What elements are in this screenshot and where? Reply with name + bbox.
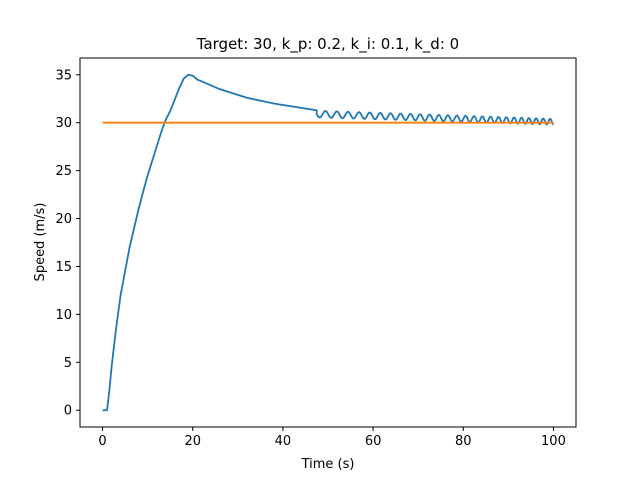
y-tick-label: 0	[64, 404, 72, 419]
x-tick-label: 40	[275, 434, 292, 449]
y-tick-label: 20	[55, 212, 72, 227]
y-tick-label: 35	[55, 68, 72, 83]
y-tick-label: 30	[55, 116, 72, 131]
y-tick-label: 15	[55, 260, 72, 275]
x-tick-label: 100	[541, 434, 566, 449]
x-tick-label: 60	[365, 434, 382, 449]
x-tick-label: 80	[455, 434, 472, 449]
y-tick-label: 25	[55, 164, 72, 179]
ticks-layer: 0 20 40 60 80 100 0 5 10 15 20 25 30 35	[55, 68, 565, 449]
y-tick-label: 10	[55, 308, 72, 323]
axes-frame	[79, 57, 577, 428]
series-layer	[102, 73, 555, 412]
chart-title: Target: 30, k_p: 0.2, k_i: 0.1, k_d: 0	[196, 35, 459, 54]
y-axis-label: Speed (m/s)	[33, 203, 48, 282]
y-tick-label: 5	[64, 356, 72, 371]
x-tick-label: 0	[98, 434, 106, 449]
x-tick-label: 20	[184, 434, 201, 449]
speed-series-line	[102, 73, 555, 412]
x-axis-label: Time (s)	[301, 457, 355, 472]
